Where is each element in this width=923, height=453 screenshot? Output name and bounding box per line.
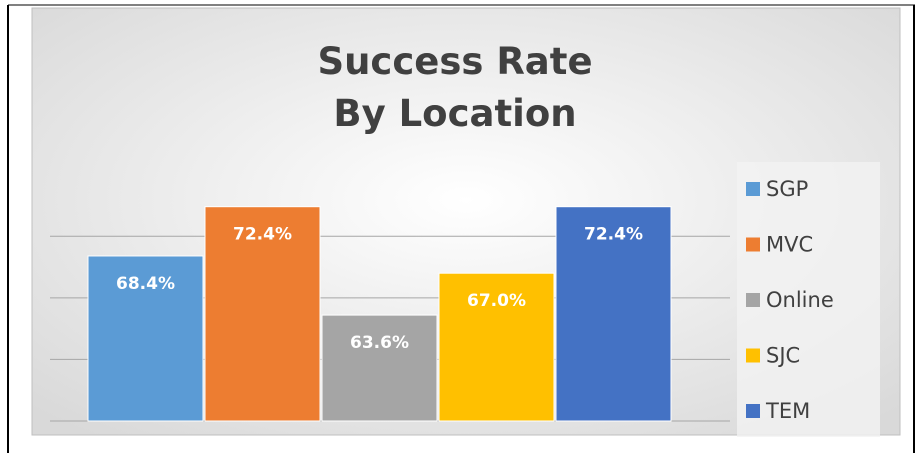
data-label: 63.6% bbox=[350, 333, 409, 353]
chart-title: Success Rate By Location bbox=[317, 40, 593, 135]
legend-box bbox=[737, 162, 880, 437]
legend-swatch bbox=[746, 237, 760, 252]
data-label: 68.4% bbox=[116, 274, 175, 294]
bar bbox=[438, 272, 555, 422]
bar bbox=[87, 255, 204, 422]
legend-label: SGP bbox=[766, 177, 808, 201]
data-label: 67.0% bbox=[467, 291, 526, 311]
legend-swatch bbox=[746, 348, 760, 363]
legend-swatch bbox=[746, 404, 760, 418]
bar bbox=[321, 314, 438, 422]
data-label: 72.4% bbox=[233, 225, 292, 245]
legend-label: Online bbox=[766, 288, 834, 312]
legend-label: SJC bbox=[766, 344, 800, 368]
legend-swatch bbox=[746, 293, 760, 307]
bar bbox=[555, 206, 672, 422]
legend-label: MVC bbox=[766, 233, 813, 257]
data-label: 72.4% bbox=[584, 225, 643, 245]
legend-label: TEM bbox=[765, 399, 810, 423]
bar bbox=[204, 206, 321, 422]
legend-swatch bbox=[746, 182, 760, 196]
